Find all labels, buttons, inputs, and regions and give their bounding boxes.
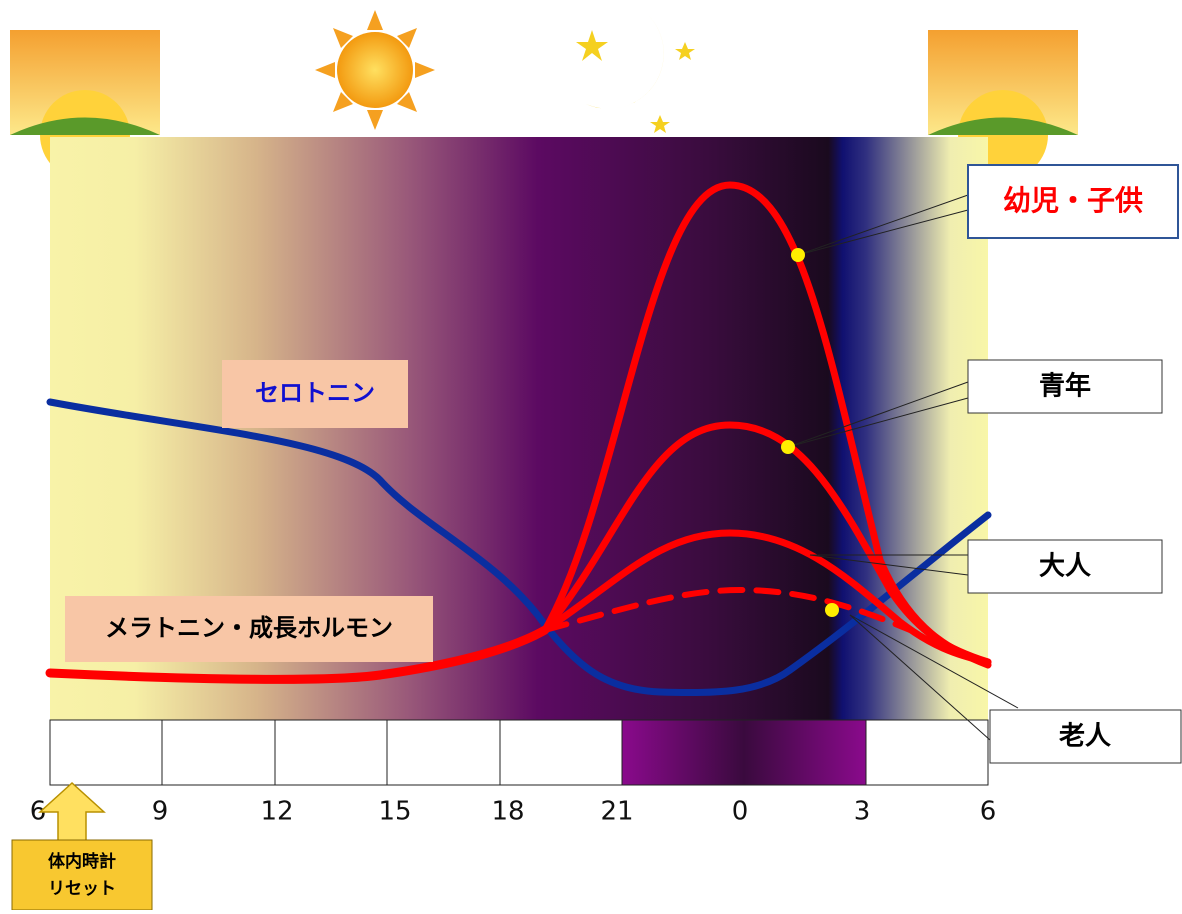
- reset-label: 体内時計: [48, 851, 116, 872]
- hour-label: 15: [378, 797, 411, 827]
- timeline: [49, 719, 989, 786]
- callout: 青年: [1039, 371, 1091, 402]
- hour-label: 18: [491, 797, 524, 827]
- icons: [10, 10, 1078, 180]
- leader-lines: [787, 194, 1019, 741]
- hour-labels: 6 9 12 15 18 21 0 3 6: [30, 797, 997, 827]
- callout: 老人: [1059, 722, 1111, 752]
- label-box: [222, 360, 408, 428]
- hour-label: 6: [980, 797, 997, 827]
- hour-label: 12: [260, 797, 293, 827]
- markers: [781, 248, 839, 617]
- hour-label: 6: [30, 797, 47, 827]
- serotonin-label: セロトニン: [255, 379, 375, 407]
- label-box: [65, 596, 433, 662]
- reset-arrow: [38, 781, 106, 843]
- hour-label: 9: [152, 797, 169, 827]
- hour-label: 21: [600, 797, 633, 827]
- callout: 幼児・子供: [1003, 184, 1143, 217]
- melatonin-label: メラトニン・成長ホルモン: [105, 614, 393, 642]
- reset-label: リセット: [48, 879, 116, 899]
- reset-box: [11, 839, 153, 911]
- hour-label: 3: [854, 797, 871, 827]
- callouts: 幼児・子供 青年 大人 老人: [967, 164, 1182, 764]
- hour-label: 0: [732, 797, 749, 827]
- callout: 大人: [1039, 552, 1091, 582]
